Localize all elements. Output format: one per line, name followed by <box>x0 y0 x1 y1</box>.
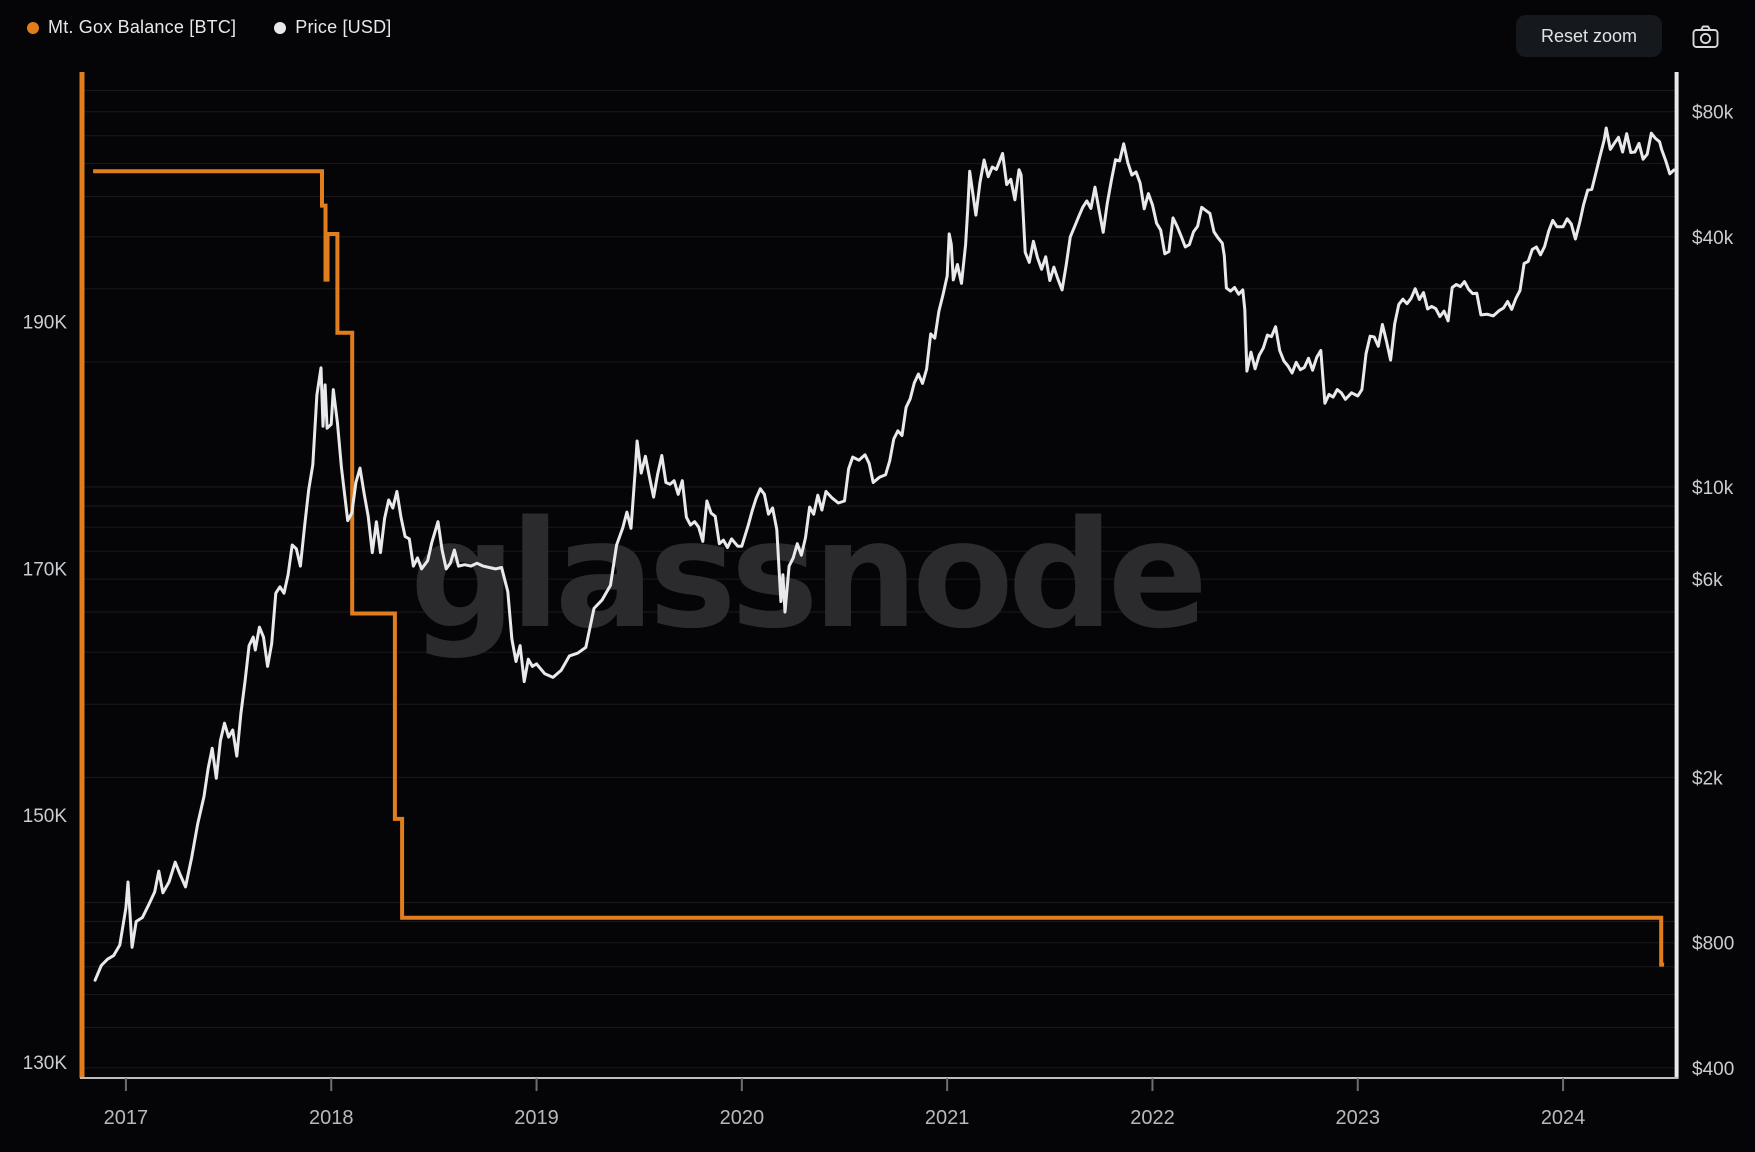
balance-line <box>93 169 1665 967</box>
x-tick-label: 2022 <box>1130 1107 1175 1129</box>
camera-button[interactable] <box>1690 22 1720 50</box>
price-line <box>93 126 1676 982</box>
x-tick-label: 2019 <box>514 1107 559 1129</box>
y-left-tick-label: 190K <box>23 313 68 334</box>
y-right-tick-label: $80k <box>1692 103 1734 124</box>
axis-lines <box>79 72 1679 1079</box>
watermark: glassnode <box>410 489 1202 661</box>
x-tick-label: 2024 <box>1541 1107 1586 1129</box>
axis-labels: 190K 170K 150K 130K $80k $40k $10k $6k $2k $800 $4… <box>23 103 1735 1129</box>
x-tick-label: 2017 <box>104 1107 149 1129</box>
y-right-tick-label: $6k <box>1692 570 1723 591</box>
y-right-tick-label: $400 <box>1692 1059 1734 1080</box>
camera-icon <box>1692 25 1718 48</box>
legend: Mt. Gox Balance [BTC] Price [USD] <box>27 17 391 38</box>
y-right-tick-label: $800 <box>1692 934 1734 955</box>
y-left-tick-label: 150K <box>23 806 68 827</box>
legend-item-price[interactable]: Price [USD] <box>274 17 391 38</box>
legend-item-mtgox-balance[interactable]: Mt. Gox Balance [BTC] <box>27 17 236 38</box>
legend-dot-price <box>274 21 287 34</box>
legend-label-price: Price [USD] <box>295 17 392 37</box>
reset-zoom-button[interactable]: Reset zoom <box>1516 15 1662 57</box>
y-right-tick-label: $10k <box>1692 478 1734 499</box>
x-tick-label: 2023 <box>1336 1107 1381 1129</box>
x-tick-label: 2018 <box>309 1107 354 1129</box>
x-tick-label: 2020 <box>720 1107 765 1129</box>
x-tick-label: 2021 <box>925 1107 970 1129</box>
series-lines <box>93 126 1676 982</box>
y-left-tick-label: 170K <box>23 559 68 580</box>
gridlines <box>82 89 1677 1069</box>
legend-label-balance: Mt. Gox Balance [BTC] <box>48 17 237 37</box>
y-right-tick-label: $40k <box>1692 228 1734 249</box>
legend-dot-balance <box>27 21 39 34</box>
y-left-tick-label: 130K <box>23 1053 68 1074</box>
y-right-tick-label: $2k <box>1692 768 1723 789</box>
